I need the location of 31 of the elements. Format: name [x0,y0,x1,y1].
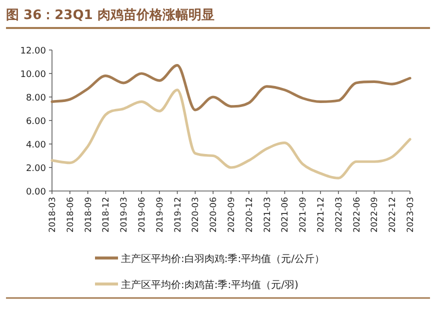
legend-label: 主产区平均价:肉鸡苗:季:平均值（元/羽) [121,279,298,291]
legend-label: 主产区平均价:白羽肉鸡:季:平均值（元/公斤） [121,253,324,265]
x-tick-label: 2018-03 [48,197,58,233]
x-tick-label: 2023-03 [406,197,416,233]
x-tick-label: 2019-09 [155,197,166,233]
x-tick-label: 2021-03 [262,197,273,233]
x-tick-label: 2018-09 [84,197,94,233]
y-tick-label: 12.00 [20,46,46,56]
chart-title: 图 36：23Q1 肉鸡苗价格涨幅明显 [6,8,214,23]
x-tick-label: 2021-06 [280,197,291,233]
x-tick-label: 2020-09 [227,197,237,233]
y-tick-label: 6.00 [26,117,46,127]
x-tick-label: 2020-06 [209,197,220,233]
y-tick-label: 0.00 [26,188,46,198]
x-tick-label: 2022-12 [388,197,398,233]
x-tick-label: 2018-12 [102,197,112,233]
y-tick-label: 8.00 [26,94,46,104]
x-tick-label: 2019-03 [120,197,130,233]
x-tick-label: 2021-12 [316,197,326,233]
x-tick-label: 2021-09 [298,197,309,233]
y-tick-label: 4.00 [26,140,46,150]
x-tick-label: 2020-12 [244,197,255,233]
x-tick-label: 2022-09 [370,197,380,233]
x-tick-label: 2018-06 [66,197,76,233]
y-tick-label: 10.00 [20,70,46,80]
x-tick-label: 2022-06 [352,197,362,233]
x-tick-label: 2019-06 [138,197,148,233]
x-tick-label: 2020-03 [191,197,202,233]
x-tick-label: 2019-12 [173,197,184,233]
x-tick-label: 2022-03 [334,197,344,233]
y-tick-label: 2.00 [26,164,46,174]
